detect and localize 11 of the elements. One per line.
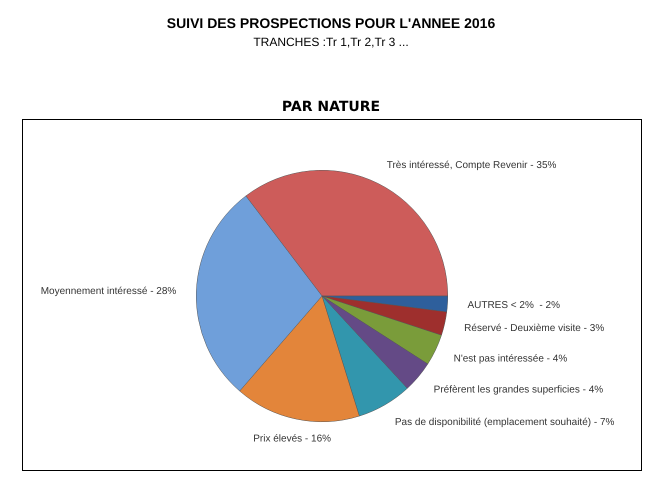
text: PAR NATURE: [280, 99, 382, 115]
chart-title: SUIVI DES PROSPECTIONS POUR L'ANNEE 2016: [166, 15, 496, 31]
slice-label: N'est pas intéressée - 4%: [454, 353, 568, 364]
slice-label: Pas de disponibilité (emplacement souhaité) - 7%: [394, 416, 615, 428]
chart-subtitle: TRANCHES :Tr 1,Tr 2,Tr 3 ...: [252, 35, 410, 49]
slice-label: Très intéressé, Compte Revenir - 35%: [386, 160, 557, 172]
slice-label: Moyennement intéressé - 28%: [40, 286, 176, 298]
slice-label: Prix élevés - 16%: [253, 433, 332, 444]
slice-label: Réservé - Deuxième visite - 3%: [464, 322, 604, 334]
slice-label: AUTRES < 2% - 2%: [467, 300, 560, 311]
slice-label: Préfèrent les grandes superficies - 4%: [434, 384, 604, 396]
